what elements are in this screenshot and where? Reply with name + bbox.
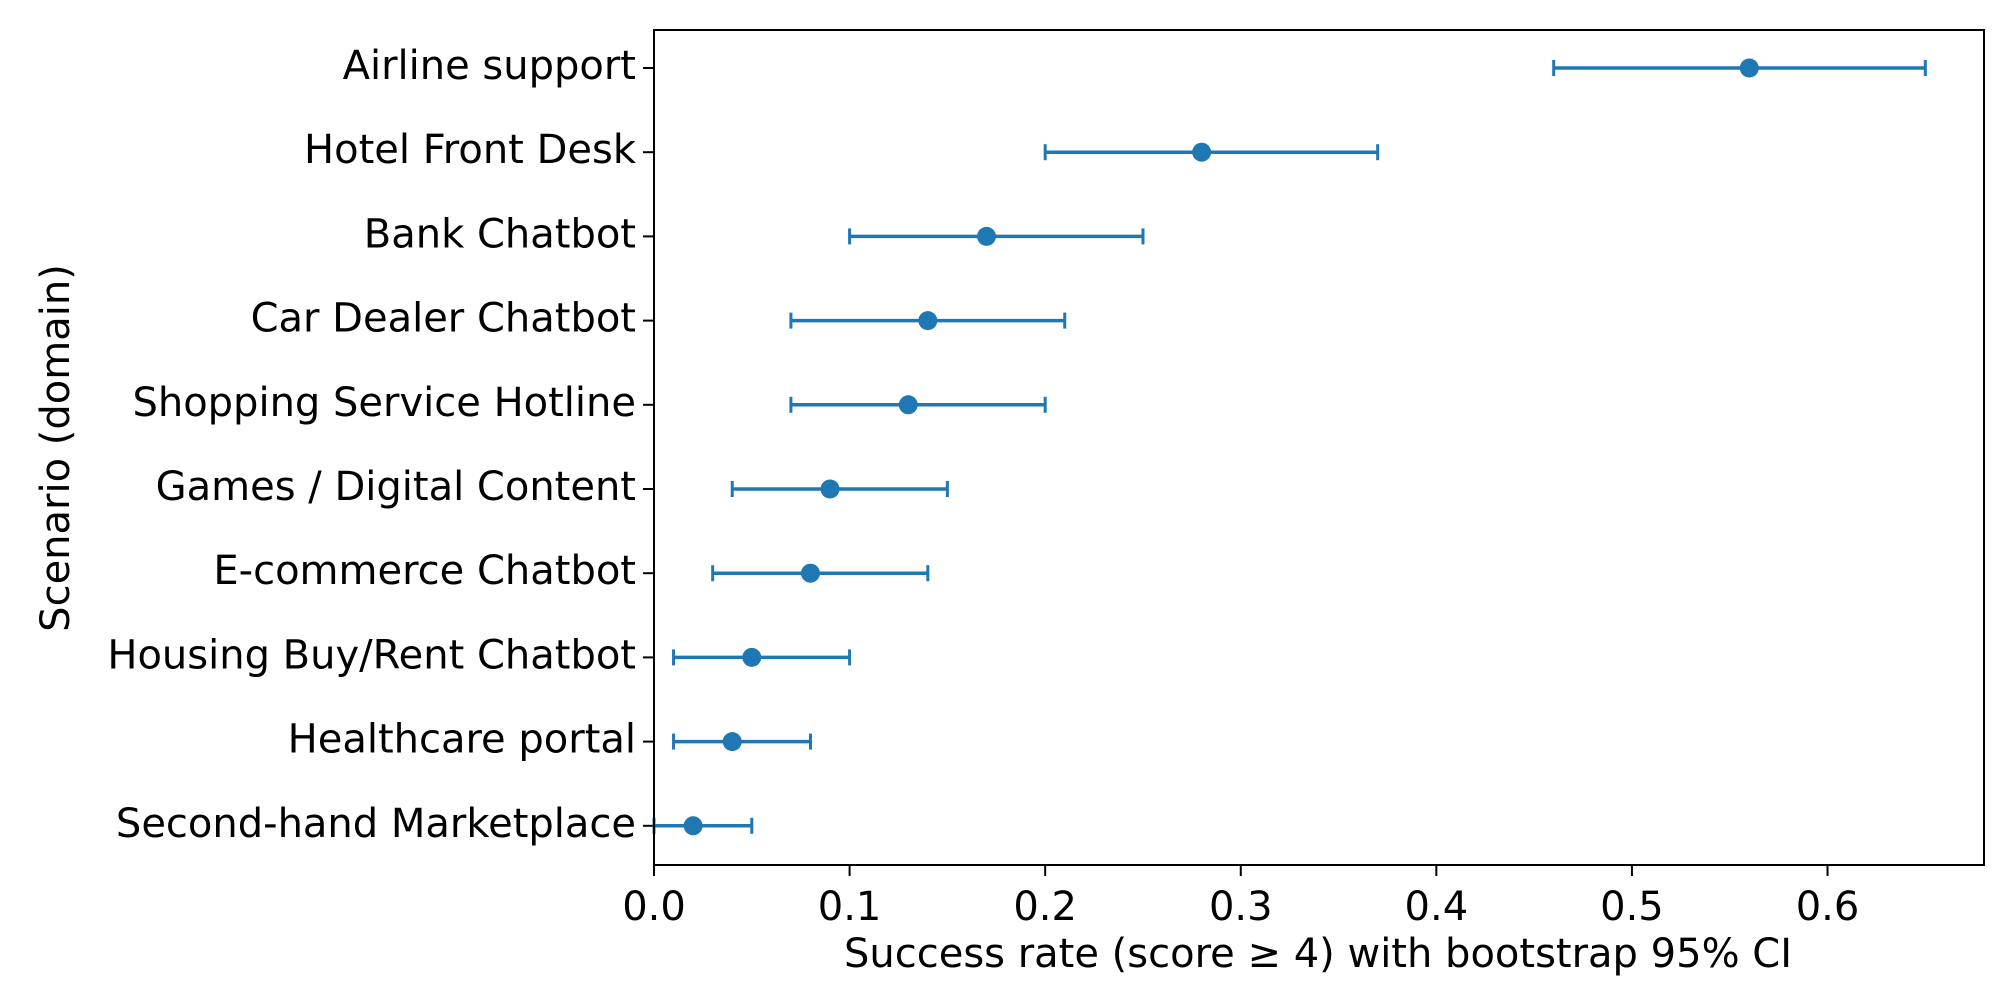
data-point: [722, 732, 742, 752]
y-tick-label: Car Dealer Chatbot: [251, 296, 636, 342]
plot-layer: 0.0 0.1 0.2 0.3 0.4 0.5 0.6 Airline support Hote…: [107, 43, 1927, 930]
y-axis-title: Scenario (domain): [33, 264, 79, 632]
x-tick-label: 0.1: [818, 884, 882, 930]
x-tick-label: 0.6: [1796, 884, 1860, 930]
x-tick-label: 0.4: [1405, 884, 1469, 930]
plot-frame: [653, 29, 1985, 866]
data-point: [918, 311, 938, 331]
y-tick-label: Shopping Service Hotline: [132, 380, 636, 426]
x-tick-label: 0.0: [622, 884, 686, 930]
data-point: [898, 395, 918, 415]
data-point: [800, 563, 820, 583]
data-point: [1739, 58, 1759, 78]
y-tick-label: E-commerce Chatbot: [213, 548, 636, 594]
y-tick-label: Bank Chatbot: [364, 211, 636, 257]
data-point: [820, 479, 840, 499]
y-tick-label: Hotel Front Desk: [304, 127, 637, 173]
data-point: [742, 647, 762, 667]
data-point: [683, 816, 703, 836]
x-axis-title: Success rate (score ≥ 4) with bootstrap …: [844, 931, 1792, 977]
y-tick-label: Airline support: [343, 43, 636, 89]
data-point: [977, 226, 996, 246]
y-tick-label: Housing Buy/Rent Chatbot: [107, 632, 636, 678]
y-tick-label: Second-hand Marketplace: [116, 801, 636, 847]
data-point: [1192, 142, 1212, 162]
x-tick-label: 0.5: [1600, 884, 1664, 930]
y-tick-label: Healthcare portal: [288, 717, 636, 763]
x-tick-label: 0.3: [1209, 884, 1273, 930]
x-tick-label: 0.2: [1013, 884, 1077, 930]
y-tick-label: Games / Digital Content: [156, 464, 636, 510]
